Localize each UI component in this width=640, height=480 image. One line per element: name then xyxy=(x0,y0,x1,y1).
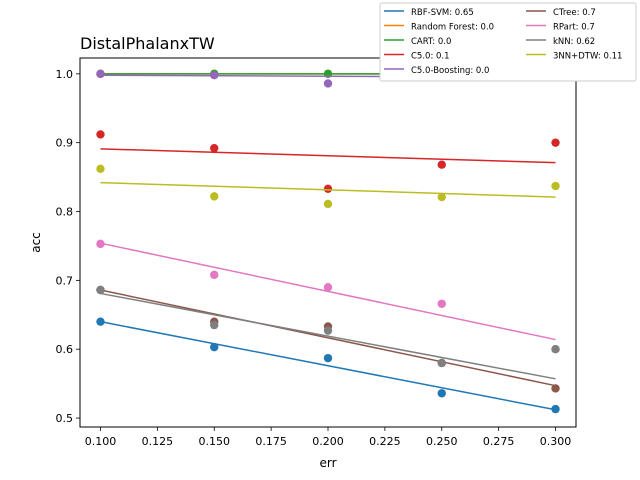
trend-line-8 xyxy=(100,181,556,198)
data-point xyxy=(437,389,446,398)
data-point xyxy=(437,160,446,169)
data-point xyxy=(96,130,105,139)
trend-line-7 xyxy=(100,292,556,380)
legend-box xyxy=(379,2,637,82)
legend-label: RBF-SVM: 0.65 xyxy=(411,8,474,18)
y-tick-label: 0.5 xyxy=(56,412,74,425)
y-axis-label: acc xyxy=(29,232,43,253)
trend-line-5 xyxy=(100,289,556,387)
data-point xyxy=(210,143,219,153)
legend-label: Random Forest: 0.0 xyxy=(411,23,494,33)
data-point xyxy=(210,270,219,280)
legend: RBF-SVM: 0.65 Random Forest: 0.0 CART: 0.0… xyxy=(379,2,637,82)
data-point xyxy=(210,192,219,201)
data-point xyxy=(323,353,333,363)
legend-label: C5.0-Boosting: 0.0 xyxy=(411,66,489,76)
x-tick-label: 0.100 xyxy=(85,435,117,448)
y-tick-label: 1.0 xyxy=(56,68,74,81)
data-point xyxy=(551,138,560,147)
data-point xyxy=(437,192,446,202)
x-tick-label: 0.125 xyxy=(142,435,174,448)
y-tick-label: 0.9 xyxy=(56,137,74,150)
data-point xyxy=(96,239,105,249)
legend-label: RPart: 0.7 xyxy=(553,23,595,33)
data-point xyxy=(551,384,560,393)
x-tick-label: 0.225 xyxy=(369,435,401,448)
y-tick-label: 0.8 xyxy=(56,206,74,219)
legend-label: CART: 0.0 xyxy=(411,37,451,47)
data-point xyxy=(551,345,560,354)
x-tick-label: 0.200 xyxy=(312,435,344,448)
data-point xyxy=(323,184,333,194)
data-point xyxy=(210,71,219,80)
x-axis-label: err xyxy=(319,456,336,470)
chart-title: DistalPhalanxTW xyxy=(80,34,215,53)
data-point xyxy=(210,320,219,330)
x-tick-label: 0.150 xyxy=(198,435,230,448)
x-tick-label: 0.300 xyxy=(540,435,572,448)
y-axis: 0.5 0.6 0.7 0.8 0.9 1.0 xyxy=(56,68,80,425)
data-point xyxy=(323,79,333,88)
data-point xyxy=(437,358,446,368)
data-point xyxy=(210,342,219,352)
legend-label: CTree: 0.7 xyxy=(553,8,596,18)
data-point xyxy=(96,164,105,174)
legend-label: 3NN+DTW: 0.11 xyxy=(553,52,622,62)
y-tick-label: 0.7 xyxy=(56,274,74,287)
data-point xyxy=(96,69,105,79)
data-point xyxy=(96,285,105,295)
legend-label: kNN: 0.62 xyxy=(553,37,595,47)
data-point xyxy=(323,283,333,292)
data-point xyxy=(551,404,560,414)
x-tick-label: 0.175 xyxy=(255,435,287,448)
data-point xyxy=(437,299,446,308)
data-point xyxy=(323,326,333,335)
trend-line-3 xyxy=(100,148,556,164)
data-point xyxy=(323,199,333,209)
trend-line-0 xyxy=(100,320,556,411)
x-tick-label: 0.275 xyxy=(483,435,515,448)
x-tick-label: 0.250 xyxy=(426,435,458,448)
plot-area xyxy=(80,58,576,427)
y-tick-label: 0.6 xyxy=(56,343,74,356)
data-point xyxy=(96,317,105,326)
x-axis: 0.100 0.125 0.150 0.175 0.200 0.225 0.250 0.275… xyxy=(85,427,572,448)
legend-label: C5.0: 0.1 xyxy=(411,52,450,62)
data-point xyxy=(551,181,560,191)
